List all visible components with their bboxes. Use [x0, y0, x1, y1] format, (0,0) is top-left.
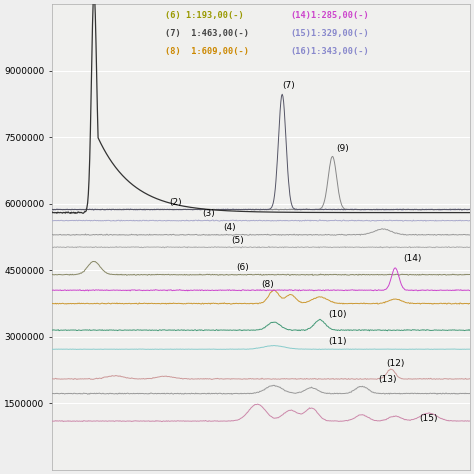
Text: (16)1:343,00(-): (16)1:343,00(-)	[290, 46, 369, 55]
Text: (7)  1:463,00(-): (7) 1:463,00(-)	[165, 29, 249, 38]
Text: (14): (14)	[403, 255, 421, 264]
Text: (6): (6)	[236, 263, 249, 272]
Text: (8): (8)	[261, 280, 273, 289]
Text: (7): (7)	[282, 82, 294, 91]
Text: (15)1:329,00(-): (15)1:329,00(-)	[290, 29, 369, 38]
Text: (3): (3)	[202, 209, 215, 218]
Text: (15): (15)	[419, 414, 438, 423]
Text: (8)  1:609,00(-): (8) 1:609,00(-)	[165, 46, 249, 55]
Text: (6) 1:193,00(-): (6) 1:193,00(-)	[165, 11, 244, 20]
Text: (9): (9)	[336, 144, 349, 153]
Text: (13): (13)	[378, 375, 396, 384]
Text: (4): (4)	[223, 223, 236, 232]
Text: (10): (10)	[328, 310, 346, 319]
Text: (11): (11)	[328, 337, 346, 346]
Text: (12): (12)	[386, 359, 405, 368]
Text: (14)1:285,00(-): (14)1:285,00(-)	[290, 11, 369, 20]
Text: (5): (5)	[232, 236, 245, 245]
Text: (2): (2)	[169, 198, 182, 207]
